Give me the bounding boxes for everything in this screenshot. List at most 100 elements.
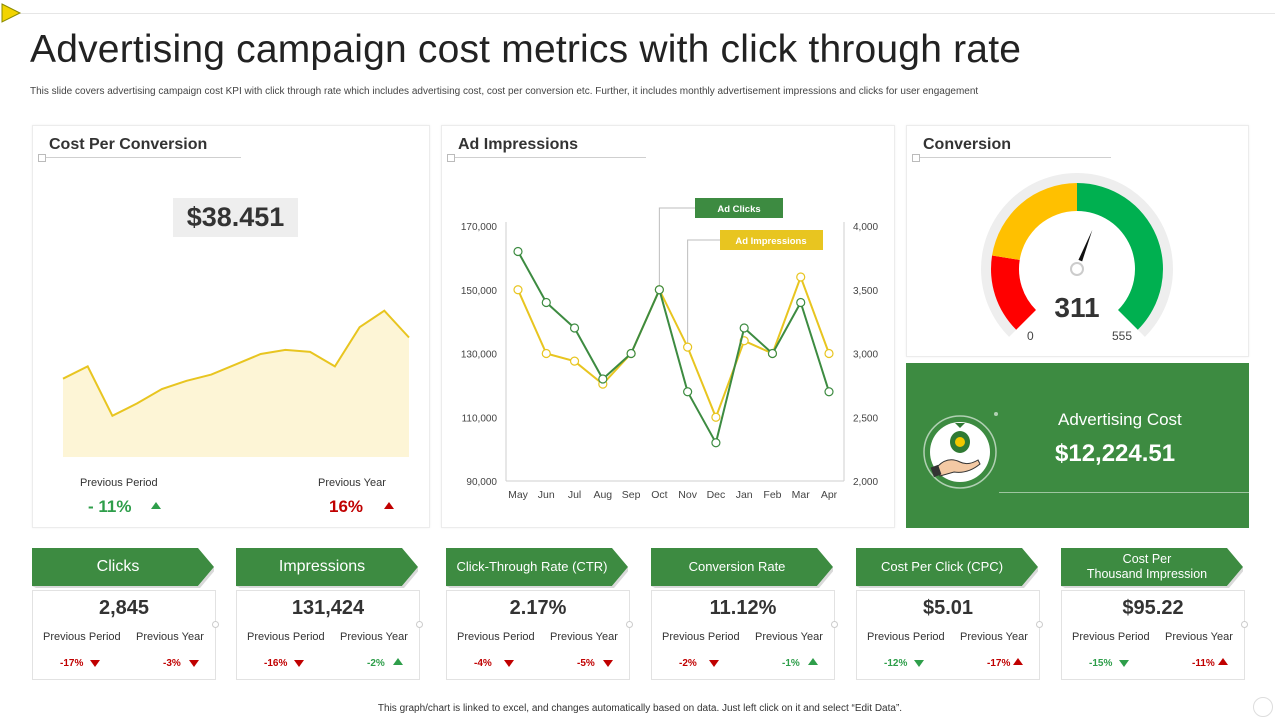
gauge-min-label: 0 [1027,329,1034,343]
kpi-tag-0: Clicks [32,548,214,588]
gauge-green-band [1077,183,1163,330]
kpi-tag-shape [32,548,214,588]
kpi-py-arrow-icon [1013,658,1023,665]
cost-per-conversion-value: $38.451 [173,198,298,237]
kpi-previous-period-value: -15% [1089,658,1113,669]
kpi-previous-period-label: Previous Period [1072,631,1150,643]
kpi-pp-arrow-icon [914,660,924,667]
series-point-ad-impressions [711,412,721,422]
ad-impressions-line-chart[interactable]: 170,000 150,000 130,000 110,000 90,000 4,000 3… [442,186,896,516]
x-tick-label: Nov [678,489,697,501]
kpi-previous-period-value: -12% [884,658,908,669]
conversion-value: 311 [1054,292,1100,323]
series-point-ad-clicks [683,387,693,397]
series-point-ad-impressions [513,285,523,295]
cost-per-conversion-area-chart[interactable] [53,251,413,461]
kpi-previous-period-label: Previous Period [247,631,325,643]
kpi-tag-4: Cost Per Click (CPC) [856,548,1038,588]
kpi-value: $5.01 [922,597,974,619]
y-left-tick-label: 110,000 [462,413,498,424]
kpi-pp-arrow-icon [1119,660,1129,667]
series-point-ad-impressions [541,348,551,359]
gauge-yellow-band [992,183,1077,260]
kpi-card-4: $5.01 Previous Period Previous Year -12%… [856,590,1043,680]
kpi-card-2: 2.17% Previous Period Previous Year -4% … [446,590,633,680]
series-point-ad-impressions [683,342,693,352]
kpi-pp-arrow-icon [294,660,304,667]
up-arrow-icon [384,502,394,509]
kpi-py-arrow-icon [189,660,199,667]
gauge-hub [1070,262,1084,276]
kpi-py-arrow-icon [1218,658,1228,665]
kpi-pp-arrow-icon [90,660,100,667]
series-point-ad-clicks [541,297,551,308]
ad-impressions-panel: Ad Impressions 170,000 150,000 130,000 110,… [441,125,895,528]
kpi-tag-shape [446,548,628,588]
kpi-card-3: 11.12% Previous Period Previous Year -2%… [651,590,838,680]
y-right-tick-label: 2,000 [853,477,878,488]
kpi-previous-period-value: -4% [474,658,492,669]
x-tick-label: Sep [622,489,641,501]
gauge-red-band [991,255,1036,330]
corner-dot-icon [416,621,423,628]
y-left-tick-label: 170,000 [461,222,498,233]
series-point-ad-clicks [598,374,608,384]
x-tick-label: May [508,489,529,501]
footer-note: This graph/chart is linked to excel, and… [377,703,903,714]
legend-ad-impressions-label: Ad Impressions [735,236,806,247]
up-arrow-icon [151,502,161,509]
kpi-label: Clicks [96,558,140,576]
series-point-ad-impressions [569,356,580,366]
advertising-cost-panel: Advertising Cost $12,224.51 [906,363,1249,528]
kpi-tag-1: Impressions [236,548,418,588]
advertising-cost-value: $12,224.51 [1055,440,1176,467]
kpi-previous-year-label: Previous Year [755,631,823,643]
x-tick-label: Jun [538,489,555,501]
x-tick-label: Jan [736,489,753,501]
kpi-tag-shape [236,548,418,588]
money-bag-hand-icon [923,412,998,489]
kpi-py-arrow-icon [393,658,403,665]
kpi-previous-year-value: -11% [1192,658,1215,669]
kpi-pp-arrow-icon [504,660,514,667]
y-right-tick-label: 2,500 [853,413,878,424]
kpi-previous-year-value: -17% [987,658,1011,669]
series-line-ad-clicks [517,251,830,446]
series-point-ad-clicks [796,297,806,308]
corner-dot-icon [831,621,838,628]
kpi-label-line2: Thousand Impression [1086,567,1208,581]
gauge-max-label: 555 [1112,329,1133,343]
x-tick-label: Mar [792,489,811,501]
kpi-label: Conversion Rate [688,559,786,575]
previous-year-label: Previous Year [318,477,386,489]
previous-period-label: Previous Period [80,477,158,489]
kpi-value: 131,424 [291,597,365,619]
kpi-previous-period-label: Previous Period [867,631,945,643]
kpi-card-5: $95.22 Previous Period Previous Year -15… [1061,590,1248,680]
kpi-card-0: 2,845 Previous Period Previous Year -17%… [32,590,219,680]
kpi-previous-period-value: -17% [60,658,84,669]
legend-leader [687,239,720,348]
kpi-previous-year-label: Previous Year [340,631,408,643]
legend-leader [658,207,695,290]
gauge-track [981,173,1173,337]
legend-ad-impressions-box [720,230,823,250]
cost-per-conversion-panel: Cost Per Conversion $38.451 Previous Per… [32,125,430,528]
corner-dot-icon [212,621,219,628]
kpi-previous-period-label: Previous Period [662,631,740,643]
kpi-previous-period-value: -2% [679,658,697,669]
gauge-needle [1078,229,1093,262]
kpi-label: Click-Through Rate (CTR) [456,559,608,575]
kpi-label: Cost Per Click (CPC) [880,559,1004,575]
conversion-gauge[interactable] [967,171,1187,356]
kpi-previous-year-label: Previous Year [136,631,204,643]
kpi-tag-3: Conversion Rate [651,548,833,588]
kpi-py-arrow-icon [603,660,613,667]
corner-dot-icon [1241,621,1248,628]
kpi-previous-year-value: -3% [163,658,181,669]
previous-period-value: - 11% [88,497,132,516]
kpi-pp-arrow-icon [709,660,719,667]
corner-circle-icon [1253,697,1273,717]
kpi-value: 2,845 [98,597,150,619]
kpi-previous-year-value: -1% [782,658,800,669]
